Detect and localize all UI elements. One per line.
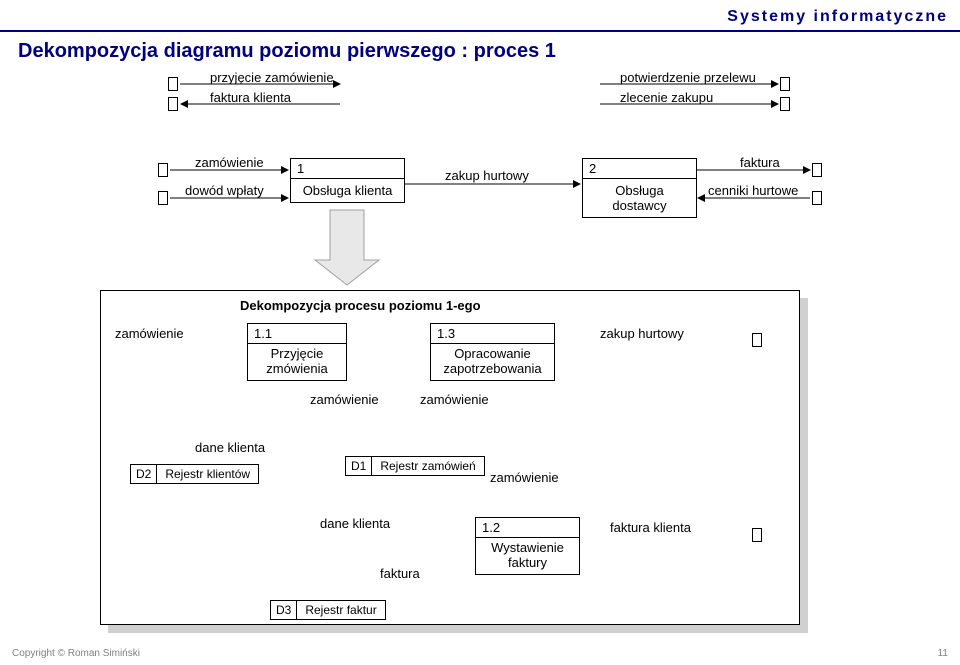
flow-label: zakup hurtowy	[600, 326, 684, 341]
flow-label: faktura klienta	[610, 520, 691, 535]
terminator	[812, 191, 822, 205]
header-underline	[0, 30, 960, 32]
process-name: zapotrzebowania	[431, 361, 554, 380]
terminator	[780, 77, 790, 91]
terminator	[812, 163, 822, 177]
process-name: Wystawienie	[476, 538, 579, 555]
process-name: Opracowanie	[431, 344, 554, 361]
footer-page: 11	[938, 648, 948, 659]
process-num: 1.1	[248, 324, 346, 344]
flow-label: faktura klienta	[210, 90, 291, 105]
flow-label: faktura	[380, 566, 420, 581]
decomp-title: Dekompozycja procesu poziomu 1-ego	[240, 298, 481, 313]
flow-label: dane klienta	[320, 516, 390, 531]
flow-label: zamówienie	[115, 326, 184, 341]
datastore-d1: D1 Rejestr zamówień	[345, 456, 485, 476]
terminator	[752, 333, 762, 347]
flow-label: przyjęcie zamówienie	[210, 70, 334, 85]
flow-label: faktura	[740, 155, 780, 170]
process-1-2: 1.2 Wystawienie faktury	[475, 517, 580, 575]
process-name: zmówienia	[248, 361, 346, 380]
process-name: Obsługa klienta	[291, 179, 404, 202]
process-1-3: 1.3 Opracowanie zapotrzebowania	[430, 323, 555, 381]
process-2: 2 Obsługa dostawcy	[582, 158, 697, 218]
process-num: 2	[583, 159, 696, 179]
terminator	[158, 191, 168, 205]
datastore-d2: D2 Rejestr klientów	[130, 464, 259, 484]
process-name: Przyjęcie	[248, 344, 346, 361]
flow-label: zamówienie	[420, 392, 489, 407]
flow-label: zamówienie	[310, 392, 379, 407]
process-num: 1	[291, 159, 404, 179]
process-1-1: 1.1 Przyjęcie zmówienia	[247, 323, 347, 381]
flow-label: dowód wpłaty	[185, 183, 264, 198]
datastore-name: Rejestr zamówień	[372, 457, 483, 475]
datastore-id: D1	[346, 457, 372, 475]
flow-label: zamówienie	[195, 155, 264, 170]
footer-copyright: Copyright © Roman Simiński	[12, 648, 140, 659]
terminator	[168, 97, 178, 111]
flow-label: cenniki hurtowe	[708, 183, 798, 198]
terminator	[168, 77, 178, 91]
terminator	[158, 163, 168, 177]
datastore-name: Rejestr klientów	[157, 465, 258, 483]
process-1: 1 Obsługa klienta	[290, 158, 405, 203]
terminator	[752, 528, 762, 542]
process-num: 1.2	[476, 518, 579, 538]
flow-label: zakup hurtowy	[445, 168, 529, 183]
header-brand: Systemy informatyczne	[727, 8, 948, 26]
flow-label: dane klienta	[195, 440, 265, 455]
process-num: 1.3	[431, 324, 554, 344]
diagram-stage: przyjęcie zamówienie faktura klienta pot…	[0, 70, 960, 640]
flow-label: potwierdzenie przelewu	[620, 70, 756, 85]
process-name: Obsługa dostawcy	[583, 179, 696, 217]
datastore-d3: D3 Rejestr faktur	[270, 600, 386, 620]
process-name: faktury	[476, 555, 579, 574]
datastore-id: D3	[271, 601, 297, 619]
page-title: Dekompozycja diagramu poziomu pierwszego…	[18, 40, 556, 63]
flow-label: zamówienie	[490, 470, 559, 485]
datastore-name: Rejestr faktur	[297, 601, 384, 619]
datastore-id: D2	[131, 465, 157, 483]
flow-label: zlecenie zakupu	[620, 90, 713, 105]
terminator	[780, 97, 790, 111]
